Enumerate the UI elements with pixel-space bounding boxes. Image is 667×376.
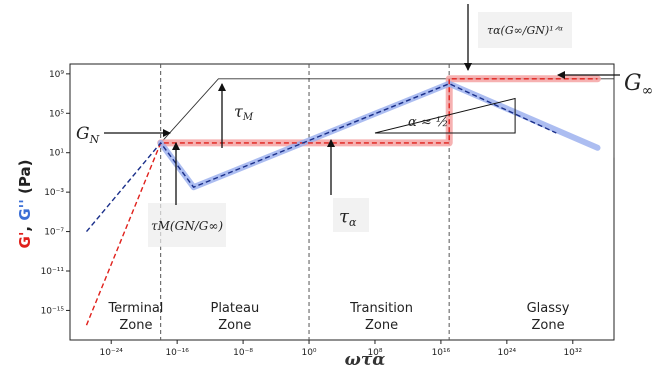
zone-label: Transition <box>349 301 413 316</box>
tau-m-label: τM <box>234 102 254 123</box>
y-axis-label-part: , <box>16 221 34 232</box>
x-axis-label: ωτα <box>345 350 386 370</box>
ginf-label: G∞ <box>624 71 653 99</box>
alpha-label: α ≈ ½ <box>408 115 449 130</box>
slope-triangle <box>374 97 516 134</box>
tau-alpha-ratio-box <box>478 12 572 48</box>
y-axis-label: G', G'' (Pa) <box>16 160 34 249</box>
zone-label: Plateau <box>210 301 259 316</box>
y-tick-label: 10⁹ <box>49 70 64 80</box>
tau-m-annotation: τM <box>218 83 254 148</box>
x-tick-label: 10⁻²⁴ <box>100 348 124 358</box>
y-tick-label: 10⁻¹¹ <box>41 267 65 277</box>
y-axis-label-part: (Pa) <box>16 160 34 200</box>
series-gpp_model <box>85 83 557 233</box>
tau-alpha-box <box>333 198 369 232</box>
x-tick-label: 10²⁴ <box>498 348 517 358</box>
gn-annotation: GN <box>76 124 171 146</box>
tau-alpha-ratio-annotation: τα(G∞/GN)¹ᐟᵅ <box>464 4 572 71</box>
tau-alpha-ratio-label: τα(G∞/GN)¹ᐟᵅ <box>487 24 563 37</box>
series-gpp_data <box>157 80 601 191</box>
zone-dividers <box>160 64 450 340</box>
axis-ticks: 10⁻²⁴ 10⁻¹⁶ 10⁻⁸ 10⁰ 10⁸ 10¹⁶ 10²⁴ 10³² 10⁹ 10⁵ 10… <box>41 70 583 358</box>
y-tick-label: 10⁻¹⁵ <box>41 306 65 316</box>
tau-m-ratio-annotation: τM(GN/G∞) <box>148 142 226 247</box>
x-tick-label: 10¹⁶ <box>432 348 451 358</box>
ginf-annotation: G∞ <box>557 71 653 99</box>
tau-alpha-annotation: τα <box>327 139 369 232</box>
x-tick-label: 10³² <box>563 348 582 358</box>
x-tick-label: 10⁻⁸ <box>233 348 253 358</box>
y-axis-label-part: G'' <box>16 199 34 221</box>
slope-annotation: α ≈ ½ <box>374 97 516 134</box>
gn-label: GN <box>76 124 100 146</box>
plot-frame <box>69 63 615 341</box>
zone-label: Zone <box>532 318 565 333</box>
zone-label: Zone <box>365 318 398 333</box>
tau-m-ratio-label: τM(GN/G∞) <box>151 219 223 233</box>
series-gp_model <box>85 78 598 326</box>
x-tick-label: 10⁰ <box>301 348 316 358</box>
x-tick-label: 10⁻¹⁶ <box>165 348 189 358</box>
tau-m-ratio-box <box>148 203 226 247</box>
y-tick-label: 10¹ <box>49 149 64 159</box>
zone-label: Terminal <box>107 301 163 316</box>
zone-labels: Terminal Zone Plateau Zone Transition Zone Gla… <box>107 301 569 333</box>
y-tick-label: 10⁻³ <box>44 188 64 198</box>
y-axis-label-part: G' <box>16 232 34 249</box>
zone-label: Zone <box>119 318 152 333</box>
series-group <box>85 75 601 326</box>
y-tick-label: 10⁵ <box>49 109 64 119</box>
y-tick-label: 10⁻⁷ <box>44 228 64 238</box>
x-tick-label: 10⁸ <box>367 348 382 358</box>
zone-label: Glassy <box>527 301 570 316</box>
zone-label: Zone <box>218 318 251 333</box>
tau-alpha-label: τα <box>339 206 357 229</box>
